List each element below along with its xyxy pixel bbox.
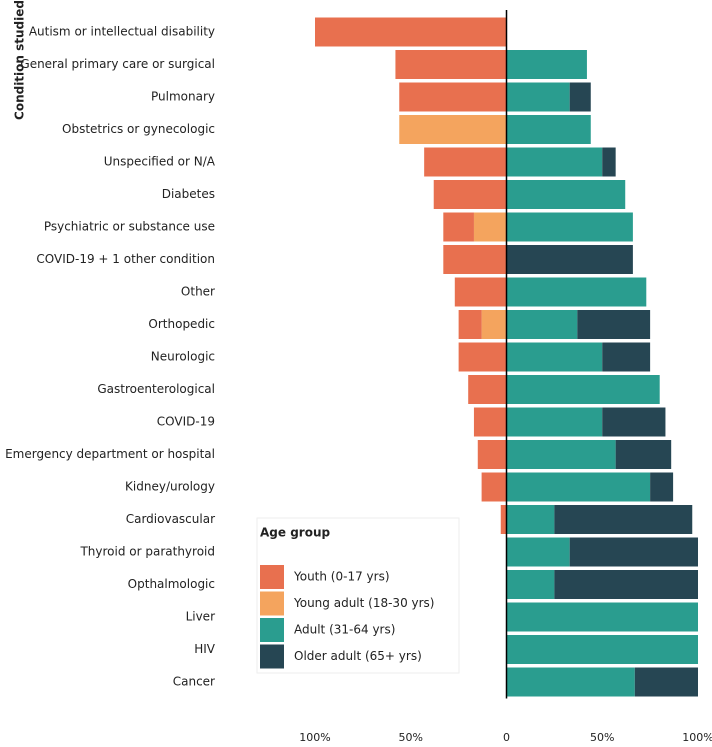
bar-segment [506,50,587,79]
category-label: Cardiovascular [126,512,215,526]
category-label: Orthopedic [148,317,215,331]
legend-label: Youth (0-17 yrs) [293,570,390,584]
category-label: Gastroenterological [97,382,215,396]
bar-segment [615,440,672,469]
bar-segment [468,375,507,404]
bar-segment [395,50,507,79]
bar-segment [577,310,651,339]
bar-segment [506,440,616,469]
bar-segment [506,635,698,664]
bar-segment [506,537,570,567]
bar-segment [506,505,555,534]
legend-label: Adult (31-64 yrs) [294,623,395,637]
bar-segment [500,505,507,534]
category-label: General primary care or surgical [20,57,215,71]
category-label: Pulmonary [151,90,215,104]
bar-segment [458,310,482,339]
bar-segment [602,147,616,177]
category-label: Unspecified or N/A [104,155,216,169]
x-tick-label: 50% [399,731,423,744]
bar-segment [506,310,578,339]
bar-segment [506,82,570,112]
y-axis-title: Condition studied [13,0,27,120]
legend: Age group Youth (0-17 yrs) Young adult (18… [256,517,460,674]
bar-segment [506,375,660,404]
bar-segment [443,212,474,242]
legend-box [256,517,460,674]
category-label: Neurologic [151,350,215,364]
bar-segment [481,472,507,502]
category-label: Cancer [173,675,215,689]
bar-segment [650,472,674,502]
bar-segment [458,342,507,372]
category-label: HIV [194,642,216,656]
bar-segment [477,440,507,469]
category-label: Other [181,285,215,299]
bar-segment [506,147,603,177]
bar-segment [473,407,507,437]
category-label: Emergency department or hospital [5,447,215,461]
category-label: Autism or intellectual disability [29,25,215,39]
bar-segment [399,82,507,112]
bar-segment [569,537,698,567]
bar-segment [454,277,507,307]
bar-segment [399,115,507,144]
bar-segment [506,115,591,144]
bar-segment [424,147,507,177]
category-label: Opthalmologic [128,577,215,591]
category-label: COVID-19 [157,415,215,429]
bar-segment [473,212,507,242]
legend-swatch [260,591,284,616]
bar-segment [569,82,591,112]
bar-segment [634,667,698,697]
category-label: Diabetes [162,187,215,201]
category-label: Liver [186,610,216,624]
bar-segment [506,342,603,372]
category-label: COVID-19 + 1 other condition [36,252,215,266]
legend-swatch [260,565,284,589]
bar-segment [602,342,651,372]
bar-segment [481,310,507,339]
bar-segment [506,407,603,437]
bar-segment [315,17,507,47]
legend-swatch [260,618,284,642]
legend-label: Young adult (18-30 yrs) [293,596,434,610]
x-tick-label: 50% [590,731,614,744]
bar-segment [506,245,633,274]
bar-segment [554,505,693,534]
bar-segment [602,407,666,437]
x-tick-label: 0 [503,731,510,744]
legend-title: Age group [260,526,330,540]
bar-segment [506,667,635,697]
bar-segment [506,602,698,632]
category-label: Psychiatric or substance use [44,220,215,234]
bar-segment [506,212,633,242]
category-label: Kidney/urology [125,480,215,494]
bar-segment [506,472,651,502]
legend-swatch [260,644,284,669]
bar-segment [506,180,626,209]
bar-segment [506,277,647,307]
category-label: Thyroid or parathyroid [79,545,215,559]
bar-segment [433,180,507,209]
x-tick-label: 100% [682,731,712,744]
bar-segment [443,245,507,274]
legend-label: Older adult (65+ yrs) [294,649,422,663]
bar-segment [554,570,698,599]
x-tick-label: 100% [299,731,330,744]
category-label: Obstetrics or gynecologic [62,122,215,136]
bar-segment [506,570,555,599]
